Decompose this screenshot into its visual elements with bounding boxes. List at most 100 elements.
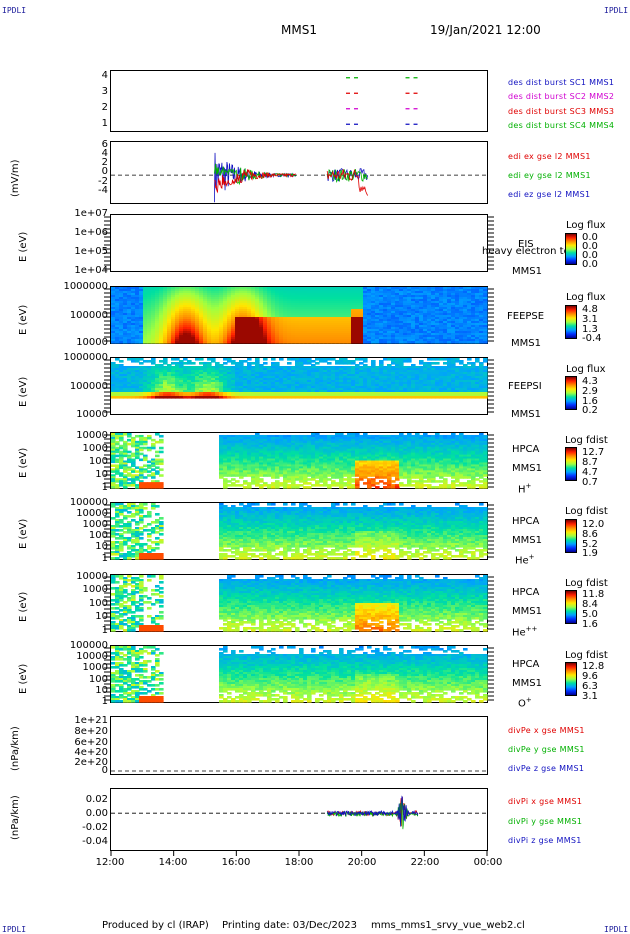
feepse-cell [143, 295, 148, 298]
feepsi-cell [143, 366, 148, 369]
feepsi-cell [479, 378, 484, 381]
feepse-cell [179, 299, 184, 302]
hpca-h-cell [271, 472, 276, 475]
feepse-cell [115, 299, 120, 302]
hpca-h-cell [139, 474, 144, 477]
feepse-cell [219, 335, 224, 338]
feepse-cell [315, 331, 320, 334]
hpca-h-cell [283, 464, 288, 467]
feepse-cell [359, 287, 364, 290]
feepse-cell [471, 323, 476, 326]
hpca-h-cell [283, 456, 288, 460]
feepse-cell [215, 305, 220, 308]
feepsi-cell [171, 370, 176, 373]
feepse-cell [187, 321, 192, 324]
feepsi-cell [143, 374, 148, 377]
feepse-cell [431, 313, 436, 316]
feepse-cell [383, 339, 388, 342]
hpca-h-cell [267, 466, 272, 469]
feepsi-cell [111, 386, 116, 389]
feepse-cell [175, 311, 180, 314]
feepse-cell [291, 297, 296, 300]
feepse-cell [215, 341, 220, 344]
feepse-cell [483, 307, 488, 310]
feepse-cell [195, 327, 200, 330]
hpca-h-cell [135, 478, 140, 481]
feepse-cell [223, 305, 228, 308]
feepsi-cell [411, 368, 416, 371]
feepse-cell [303, 301, 308, 304]
feepse-cell [451, 309, 456, 312]
feepse-cell [403, 297, 408, 300]
feepse-cell [119, 333, 124, 336]
feepsi-cell [363, 366, 368, 369]
feepse-cell [419, 325, 424, 328]
hpca-h-cell [235, 462, 240, 466]
feepse-cell [483, 311, 488, 314]
feepsi-cell [371, 378, 376, 381]
feepse-cell [291, 299, 296, 302]
feepsi-cell [163, 386, 168, 389]
feepsi-cell [139, 388, 144, 391]
feepse-cell [235, 313, 240, 316]
feepse-cell [463, 313, 468, 316]
feepsi-cell [175, 376, 180, 379]
feepsi-cell [427, 394, 432, 397]
feepsi-cell [471, 394, 476, 397]
feepsi-cell [231, 368, 236, 371]
feepse-cell [155, 317, 160, 320]
feepse-cell [139, 335, 144, 338]
feepsi-cell [431, 362, 436, 365]
hpca-h-cell [123, 444, 128, 448]
feepse-cell [359, 297, 364, 300]
feepse-cell [399, 295, 404, 298]
feepsi-cell [291, 390, 296, 393]
feepsi-cell [327, 388, 332, 391]
feepse-cell [391, 309, 396, 312]
feepse-cell [339, 329, 344, 332]
feepsi-cell [459, 396, 464, 399]
feepse-cell [435, 303, 440, 306]
hpca-h-cell [263, 456, 268, 460]
hpca-h-cell [263, 464, 268, 467]
feepse-cell [387, 339, 392, 342]
feepse-cell [439, 327, 444, 330]
hpca-h-cell [251, 454, 256, 458]
feepse-cell [423, 323, 428, 326]
feepse-cell [351, 293, 356, 296]
feepsi-cell [167, 374, 172, 377]
feepse-cell [183, 341, 188, 344]
feepsi-cell [271, 378, 276, 381]
feepse-cell [311, 331, 316, 334]
feepse-cell [459, 321, 464, 324]
feepse-cell [199, 295, 204, 298]
feepsi-cell [371, 394, 376, 397]
feepsi-cell [407, 366, 412, 369]
feepse-cell [171, 309, 176, 312]
feepse-cell [387, 315, 392, 318]
feepse-cell [367, 301, 372, 304]
hpca-h-cell [143, 446, 148, 450]
feepsi-cell [447, 390, 452, 393]
feepse-cell [387, 289, 392, 292]
feepsi-cell [131, 382, 136, 385]
feepsi-cell [139, 390, 144, 393]
feepse-cell [159, 295, 164, 298]
feepsi-cell [159, 388, 164, 391]
hpca-h-cell [131, 458, 136, 462]
feepse-cell [399, 293, 404, 296]
feepse-cell [471, 303, 476, 306]
feepse-cell [311, 315, 316, 318]
feepse-cell [423, 291, 428, 294]
feepse-cell [219, 291, 224, 294]
feepsi-cell [451, 376, 456, 379]
feepse-cell [395, 311, 400, 314]
feepsi-cell [435, 372, 440, 375]
feepse-cell [191, 319, 196, 322]
feepse-cell [195, 319, 200, 322]
feepse-cell [143, 297, 148, 300]
feepse-cell [371, 307, 376, 310]
feepse-cell [355, 333, 360, 336]
feepse-cell [259, 331, 264, 334]
hpca-h-cell [115, 466, 120, 469]
